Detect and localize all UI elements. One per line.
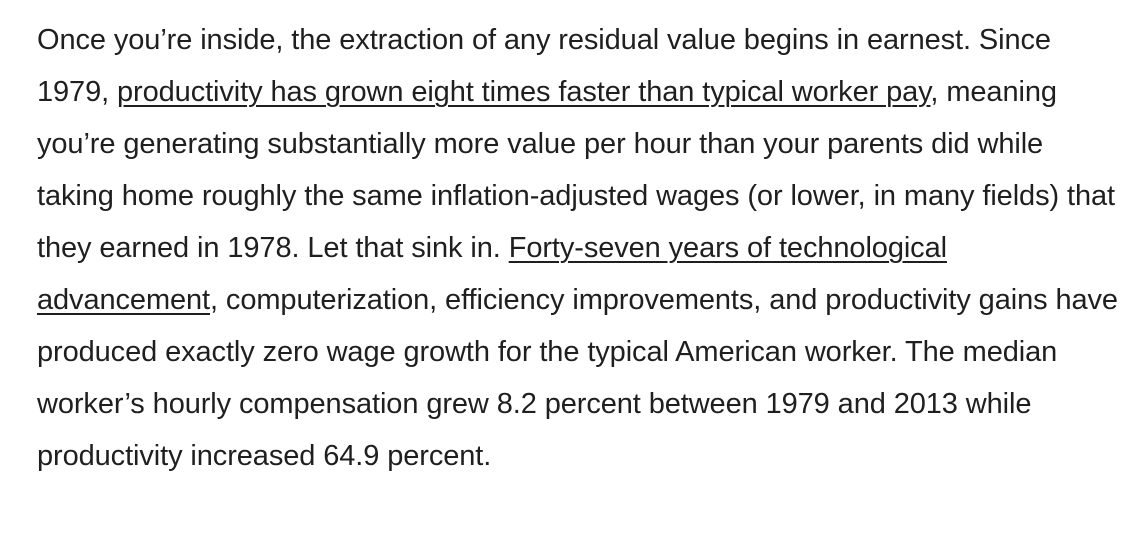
paragraph-text-3: , computerization, efficiency improvemen… [37,284,1118,472]
productivity-pay-gap-link[interactable]: productivity has grown eight times faste… [117,76,931,108]
technological-advancement-link[interactable]: Forty-seven years of technological advan… [37,232,947,316]
paragraph-text-2: , meaning you’re generating substantiall… [37,76,1115,264]
paragraph: Once you’re inside, the extraction of an… [37,14,1122,482]
paragraph-text-1: Once you’re inside, the extraction of an… [37,24,1051,108]
